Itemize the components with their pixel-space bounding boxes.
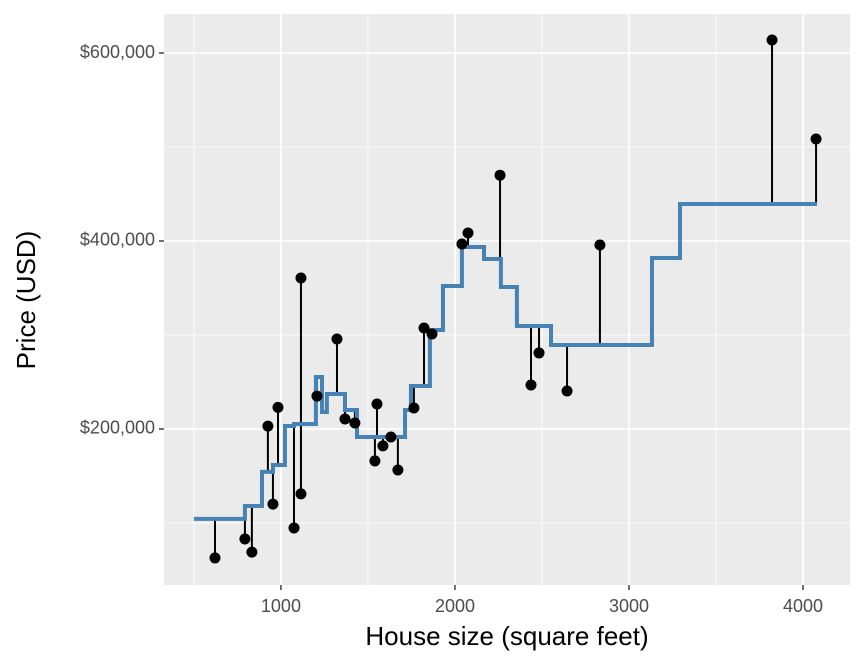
point	[331, 333, 343, 345]
point	[462, 227, 474, 239]
point	[766, 34, 778, 46]
point	[272, 401, 284, 413]
point	[810, 133, 822, 145]
point	[267, 498, 279, 510]
point	[408, 402, 420, 414]
point	[525, 379, 537, 391]
point	[295, 272, 307, 284]
point	[594, 239, 606, 251]
point	[209, 552, 221, 564]
marks	[193, 34, 822, 564]
y-tick-label: $600,000	[80, 42, 155, 62]
point	[369, 455, 381, 467]
y-tick-label: $400,000	[80, 230, 155, 250]
point	[311, 390, 323, 402]
point	[262, 420, 274, 432]
panel	[164, 14, 850, 585]
point	[533, 347, 545, 359]
point	[349, 417, 361, 429]
point	[339, 413, 351, 425]
fit-line	[193, 201, 817, 521]
point	[288, 522, 300, 534]
y-axis-title: Price (USD)	[11, 231, 41, 370]
x-tick-label: 4000	[783, 596, 823, 616]
x-tick-label: 3000	[609, 596, 649, 616]
point	[385, 431, 397, 443]
point	[426, 328, 438, 340]
x-tick-label: 1000	[261, 596, 301, 616]
x-tick-label: 2000	[435, 596, 475, 616]
point	[561, 385, 573, 397]
point	[494, 169, 506, 181]
point	[377, 440, 389, 452]
point	[246, 546, 258, 558]
y-tick-label: $200,000	[80, 418, 155, 438]
point	[456, 238, 468, 250]
point	[371, 398, 383, 410]
point	[295, 488, 307, 500]
point	[239, 533, 251, 545]
point	[392, 464, 404, 476]
point	[418, 322, 430, 334]
x-axis-title: House size (square feet)	[365, 621, 648, 651]
